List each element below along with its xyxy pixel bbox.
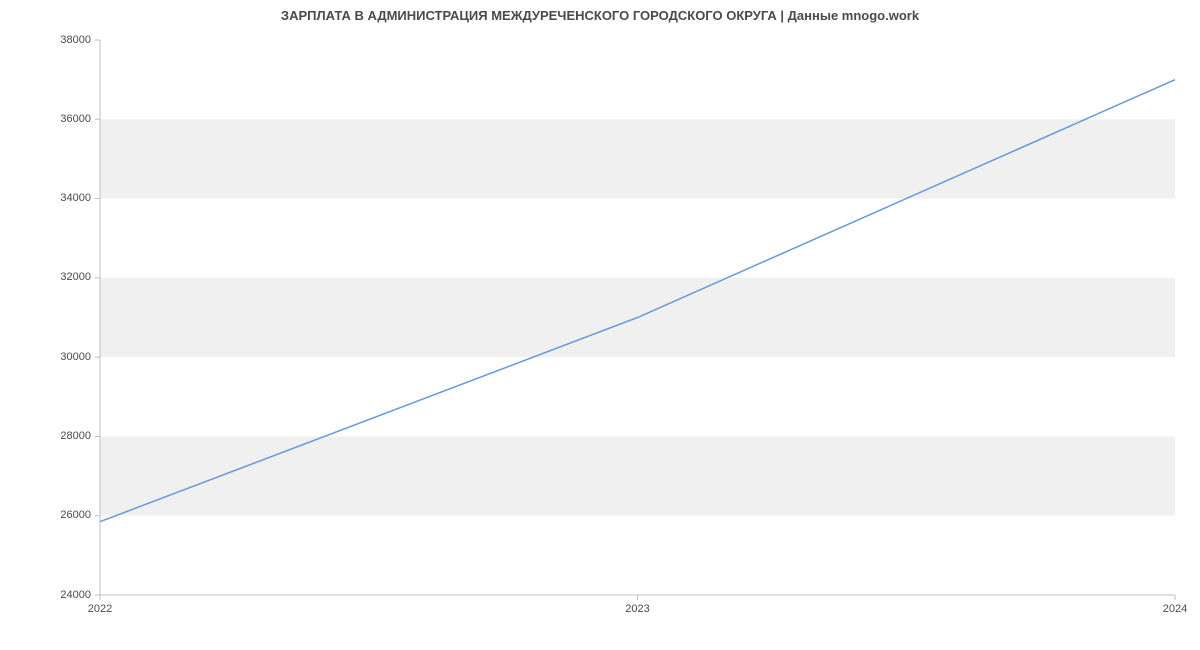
chart-title: ЗАРПЛАТА В АДМИНИСТРАЦИЯ МЕЖДУРЕЧЕНСКОГО… [0,8,1200,23]
y-tick-label: 34000 [60,192,91,204]
x-tick-label: 2024 [1163,603,1187,615]
x-tick-label: 2022 [88,603,112,615]
chart-container: ЗАРПЛАТА В АДМИНИСТРАЦИЯ МЕЖДУРЕЧЕНСКОГО… [0,0,1200,650]
y-tick-label: 32000 [60,271,91,283]
plot-area [100,40,1175,595]
x-tick-label: 2023 [625,603,649,615]
y-tick-label: 24000 [60,589,91,601]
y-tick-label: 38000 [60,34,91,46]
grid-band [100,436,1175,515]
y-tick-label: 26000 [60,509,91,521]
grid-band [100,119,1175,198]
y-tick-label: 28000 [60,430,91,442]
y-tick-label: 30000 [60,351,91,363]
y-tick-label: 36000 [60,113,91,125]
